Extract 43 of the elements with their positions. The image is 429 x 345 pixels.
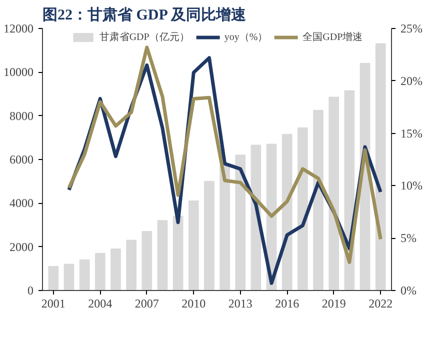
bar bbox=[48, 266, 59, 290]
bar bbox=[235, 154, 246, 290]
y2-tick-label: 20% bbox=[400, 74, 422, 88]
y-tick-label: 12000 bbox=[4, 22, 34, 36]
x-tick-label: 2001 bbox=[41, 296, 66, 310]
legend-label: 全国GDP增速 bbox=[302, 30, 363, 44]
y-tick-label: 6000 bbox=[10, 152, 34, 166]
y-tick-label: 4000 bbox=[10, 196, 34, 210]
bar bbox=[157, 220, 168, 290]
bar bbox=[220, 166, 230, 290]
x-tick-label: 2010 bbox=[182, 296, 206, 310]
legend-label: 甘肃省GDP（亿元） bbox=[99, 30, 190, 44]
y-tick-label: 2000 bbox=[10, 240, 34, 254]
x-tick-label: 2007 bbox=[134, 296, 159, 310]
y-tick-label: 0 bbox=[28, 284, 34, 298]
bar bbox=[110, 248, 121, 290]
y2-tick-label: 5% bbox=[400, 231, 416, 246]
bar bbox=[313, 110, 324, 290]
bar bbox=[328, 96, 340, 290]
chart-title: 图22：甘肃省 GDP 及同比增速 bbox=[42, 6, 247, 24]
bar bbox=[64, 264, 74, 290]
bar bbox=[79, 259, 90, 290]
y2-tick-label: 10% bbox=[400, 178, 422, 193]
x-tick-label: 2022 bbox=[368, 296, 393, 310]
bar bbox=[282, 134, 292, 290]
bar bbox=[172, 216, 184, 290]
y-tick-label: 10000 bbox=[4, 65, 34, 80]
bar bbox=[204, 180, 214, 290]
bar bbox=[375, 43, 386, 290]
bar bbox=[126, 240, 136, 290]
bar bbox=[142, 231, 152, 290]
x-tick-label: 2013 bbox=[228, 296, 252, 310]
bar bbox=[298, 127, 308, 290]
x-tick-label: 2019 bbox=[322, 296, 346, 310]
bar bbox=[94, 252, 106, 290]
x-tick-label: 2016 bbox=[275, 296, 300, 310]
legend-label: yoy（%） bbox=[224, 31, 268, 44]
y2-tick-label: 0% bbox=[400, 284, 416, 298]
y-tick-label: 8000 bbox=[10, 108, 34, 123]
y2-tick-label: 15% bbox=[400, 126, 422, 140]
y2-tick-label: 25% bbox=[400, 22, 422, 36]
x-tick-label: 2004 bbox=[88, 296, 112, 310]
bar bbox=[188, 200, 199, 290]
